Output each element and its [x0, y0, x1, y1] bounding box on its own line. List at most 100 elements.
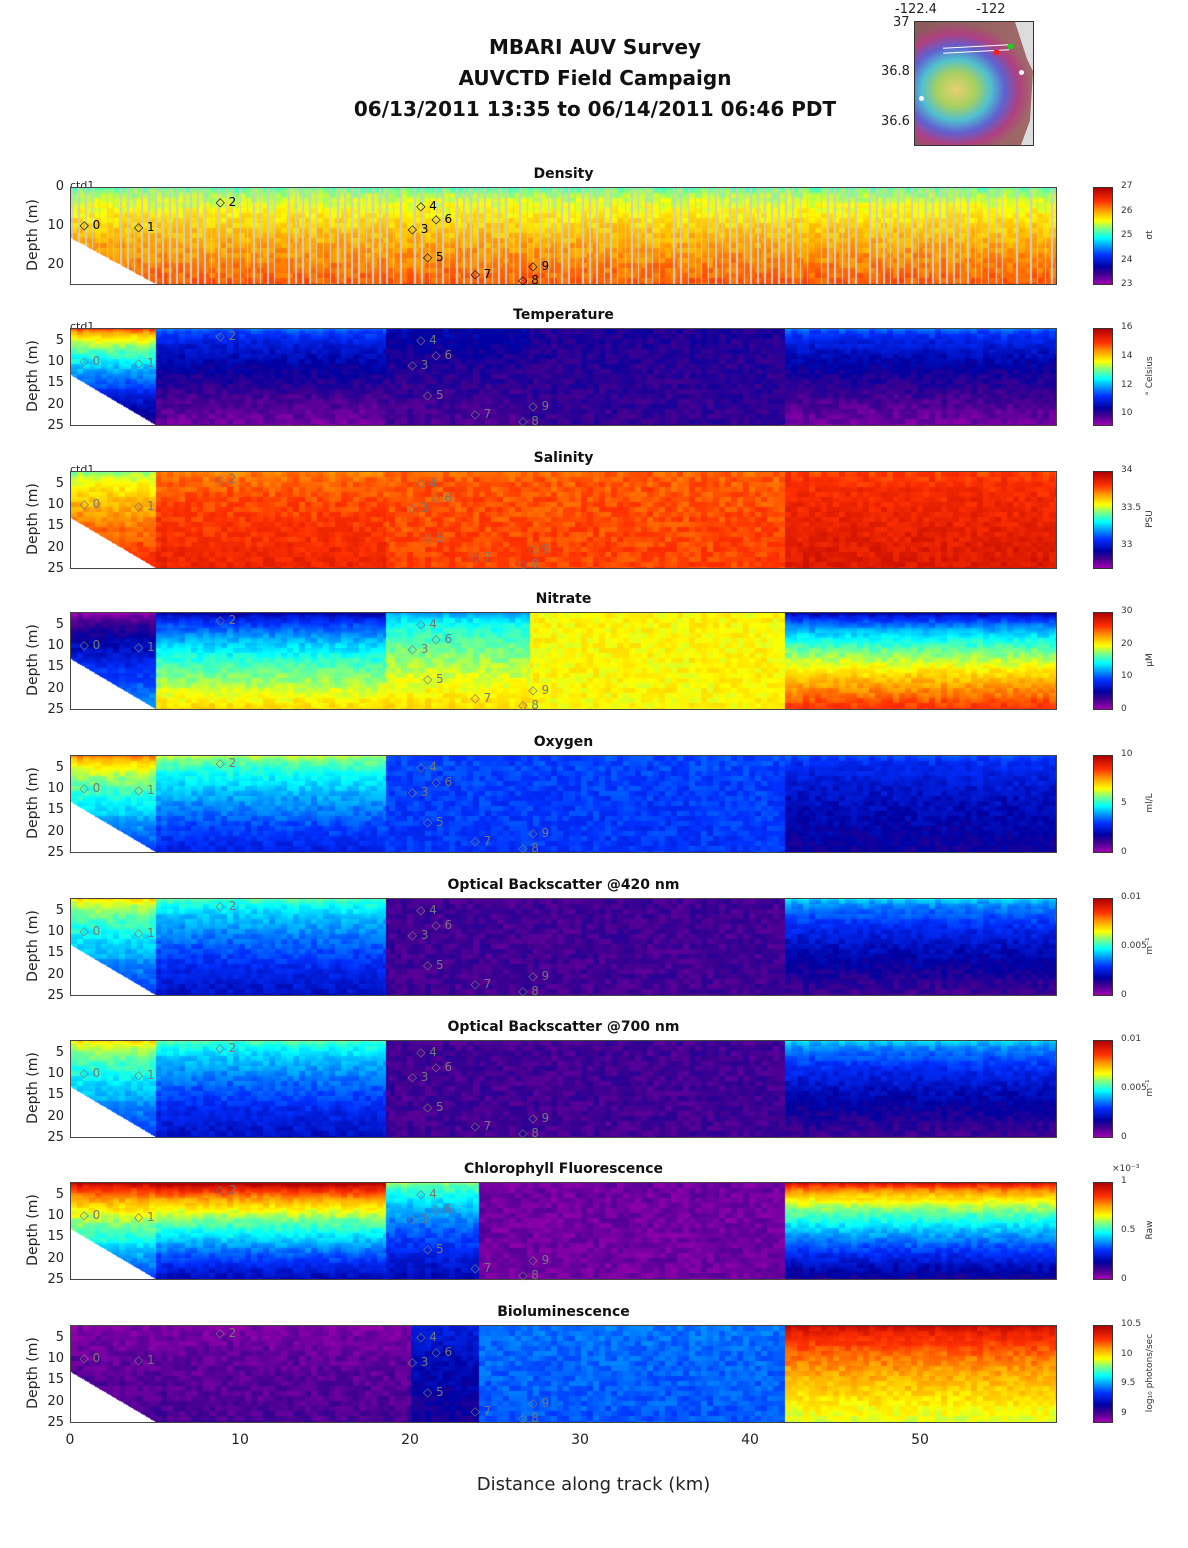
waypoint-marker: ◇ 4 [416, 759, 437, 774]
waypoint-marker: ◇ 1 [134, 499, 155, 514]
waypoint-marker: ◇ 6 [431, 490, 453, 505]
waypoint-label: 2 [228, 898, 237, 913]
x-tick: 40 [741, 1432, 759, 1448]
waypoint-label: 2 [228, 612, 237, 627]
waypoint-marker: ◇ 4 [416, 1044, 437, 1059]
colorbar [1093, 187, 1113, 285]
colorbar-tick: 16 [1121, 322, 1133, 332]
y-tick: 15 [47, 518, 64, 534]
colorbar-tick: 0.01 [1121, 892, 1142, 902]
waypoint-marker: ◇ 2 [215, 1040, 237, 1055]
waypoint-label: 5 [436, 958, 444, 973]
waypoint-marker: ◇ 9 [528, 259, 550, 274]
figure-title: MBARI AUV Survey AUVCTD Field Campaign 0… [300, 32, 890, 125]
colorbar-tick: 12 [1121, 379, 1133, 390]
waypoint-label: 9 [541, 682, 550, 697]
waypoint-marker: ◇ 9 [528, 1395, 550, 1410]
colorbar-tick: 0.005 [1121, 1083, 1147, 1093]
panel-title: Optical Backscatter @700 nm [447, 1019, 680, 1035]
waypoint-marker: ◇ 1 [134, 356, 155, 371]
heatmap-canvas [71, 329, 1056, 425]
waypoint-label: 0 [92, 924, 101, 939]
colorbar-tick: 10 [1121, 1348, 1133, 1359]
waypoint-marker: ◇ 4 [416, 332, 437, 347]
colorbar-unit: ml/L [1145, 793, 1155, 813]
colorbar-unit: σt [1145, 230, 1155, 240]
waypoint-marker: ◇ 9 [528, 1252, 550, 1267]
waypoint-label: 7 [483, 691, 492, 706]
waypoint-label: 3 [420, 642, 429, 657]
waypoint-label: 5 [436, 1242, 444, 1257]
waypoint-label: 6 [444, 917, 453, 932]
waypoint-marker: ◇ 5 [423, 672, 444, 687]
waypoint-marker: ◇ 5 [423, 1100, 444, 1115]
waypoint-marker: ◇ 5 [423, 388, 444, 403]
waypoint-label: 9 [541, 1395, 550, 1410]
waypoint-label: 0 [92, 1351, 101, 1366]
waypoint-label: 6 [444, 490, 453, 505]
waypoint-marker: ◇ 6 [431, 1059, 453, 1074]
waypoint-label: 2 [228, 194, 237, 209]
x-tick: 20 [401, 1432, 419, 1448]
colorbar-tick: 0 [1121, 1132, 1127, 1142]
waypoint-label: 1 [147, 926, 155, 941]
panel-title: Optical Backscatter @420 nm [447, 877, 680, 893]
waypoint-marker: ◇ 8 [518, 556, 539, 571]
waypoint-label: 8 [531, 697, 539, 712]
waypoint-marker: ◇ 1 [134, 926, 155, 941]
colorbar-tick: 5 [1121, 798, 1127, 808]
waypoint-label: 9 [541, 1110, 550, 1125]
y-tick: 20 [47, 823, 64, 839]
map-lat-tick: 36.8 [881, 64, 910, 79]
colorbar [1093, 898, 1113, 996]
waypoint-label: 3 [420, 928, 429, 943]
waypoint-marker: ◇ 8 [518, 983, 539, 998]
waypoint-label: 3 [420, 222, 429, 237]
y-tick: 20 [47, 1108, 64, 1124]
waypoint-marker: ◇ 6 [431, 1344, 453, 1359]
waypoint-label: 7 [483, 267, 492, 282]
colorbar-tick: 0.005 [1121, 941, 1147, 951]
colorbar-unit: m⁻¹ [1145, 937, 1155, 955]
waypoint-label: 3 [420, 1212, 429, 1227]
heatmap-canvas [71, 1326, 1056, 1422]
waypoint-label: 3 [420, 358, 429, 373]
waypoint-marker: ◇ 6 [431, 917, 453, 932]
y-tick: 25 [47, 1272, 64, 1287]
map-bathymetry [915, 22, 1033, 145]
waypoint-label: 0 [92, 781, 101, 796]
waypoint-label: 7 [483, 550, 492, 565]
waypoint-marker: ◇ 1 [134, 1068, 155, 1083]
waypoint-label: 3 [420, 1355, 429, 1370]
waypoint-marker: ◇ 9 [528, 1110, 550, 1125]
waypoint-label: 7 [483, 1404, 492, 1419]
waypoint-marker: ◇ 7 [470, 267, 492, 282]
colorbar [1093, 328, 1113, 426]
colorbar-scale: ×10⁻³ [1112, 1164, 1140, 1174]
map-lat-tick: 37 [893, 15, 910, 30]
colorbar-tick: 34 [1121, 465, 1133, 475]
location-map [914, 21, 1034, 146]
waypoint-label: 1 [147, 499, 155, 514]
waypoint-marker: ◇ 1 [134, 783, 155, 798]
waypoint-label: 8 [531, 273, 539, 288]
colorbar-tick: 14 [1121, 350, 1133, 361]
waypoint-label: 9 [541, 825, 550, 840]
y-tick: 15 [47, 802, 64, 818]
colorbar-tick: 10 [1121, 749, 1133, 759]
y-tick: 5 [55, 332, 64, 348]
waypoint-label: 6 [444, 1201, 453, 1216]
waypoint-label: 8 [531, 1125, 539, 1140]
panel-title: Temperature [513, 307, 614, 323]
y-tick: 5 [55, 616, 64, 632]
waypoint-marker: ◇ 3 [407, 1355, 429, 1370]
heatmap-canvas [71, 188, 1056, 284]
y-tick: 15 [47, 659, 64, 675]
waypoint-marker: ◇ 9 [528, 398, 550, 413]
waypoint-marker: ◇ 3 [407, 1212, 429, 1227]
waypoint-label: 1 [147, 356, 155, 371]
waypoint-marker: ◇ 3 [407, 501, 429, 516]
map-lon-tick: -122.4 [895, 2, 937, 17]
waypoint-label: 2 [228, 1182, 237, 1197]
colorbar-tick: 0 [1121, 1274, 1127, 1284]
